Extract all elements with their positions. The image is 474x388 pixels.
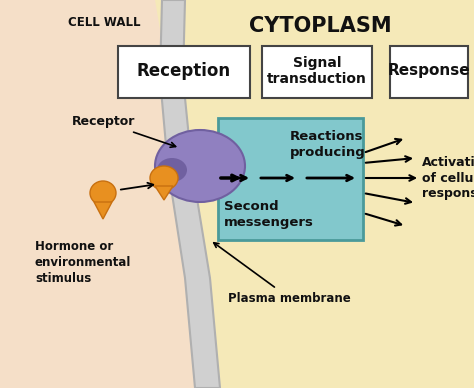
Ellipse shape bbox=[90, 181, 116, 205]
Text: Receptor: Receptor bbox=[72, 116, 175, 147]
Text: Reactions
producing: Reactions producing bbox=[290, 130, 366, 159]
Text: Plasma membrane: Plasma membrane bbox=[214, 243, 351, 305]
Bar bbox=[118, 46, 250, 98]
Bar bbox=[262, 46, 372, 98]
Text: Hormone or
environmental
stimulus: Hormone or environmental stimulus bbox=[35, 240, 131, 285]
Text: Reception: Reception bbox=[137, 62, 231, 80]
Bar bbox=[390, 46, 468, 98]
Text: Second
messengers: Second messengers bbox=[224, 200, 314, 229]
Ellipse shape bbox=[150, 166, 178, 190]
Polygon shape bbox=[160, 0, 220, 388]
Ellipse shape bbox=[155, 130, 245, 202]
Polygon shape bbox=[0, 0, 205, 388]
Polygon shape bbox=[94, 202, 112, 219]
Text: Response: Response bbox=[388, 64, 470, 78]
Ellipse shape bbox=[157, 158, 187, 182]
Text: Activation
of cellular
responses: Activation of cellular responses bbox=[422, 156, 474, 201]
Bar bbox=[218, 118, 363, 240]
Text: CELL WALL: CELL WALL bbox=[68, 16, 140, 29]
Text: Signal
transduction: Signal transduction bbox=[267, 55, 367, 87]
Text: CYTOPLASM: CYTOPLASM bbox=[249, 16, 392, 36]
Polygon shape bbox=[155, 186, 173, 200]
